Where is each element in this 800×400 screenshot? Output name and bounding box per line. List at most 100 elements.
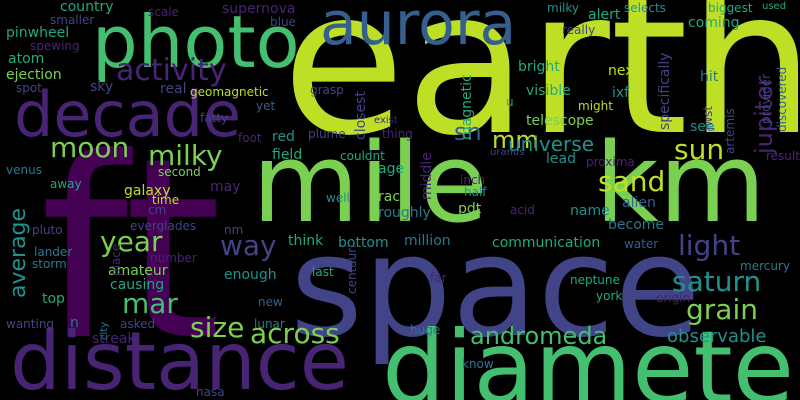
word-way: way (220, 229, 277, 262)
word-causing: causing (110, 277, 165, 293)
word-milky: milky (148, 139, 223, 172)
word-coming: coming (688, 15, 740, 31)
word-sun: sun (674, 133, 725, 166)
word-moon: moon (50, 131, 130, 164)
word-year: year (100, 225, 163, 258)
word-aurora: aurora (320, 0, 517, 59)
word-jwst: jwst (701, 105, 715, 130)
word-specifically: specifically (657, 52, 673, 130)
word-supernova: supernova (222, 1, 296, 17)
word-telescope: telescope (526, 113, 594, 129)
word-average: average (6, 207, 31, 298)
word-ft: ft (40, 104, 222, 395)
word-biggest: biggest (708, 1, 753, 15)
word-grasp: grasp (310, 83, 344, 97)
word-huge: huge (410, 323, 441, 337)
word-decade: decade (14, 78, 242, 151)
word-hit: hit (700, 69, 719, 85)
word-field: field (272, 147, 303, 163)
word-water: water (624, 237, 659, 251)
word-magnetic: magnetic (459, 74, 475, 140)
word-everglades: everglades (130, 219, 197, 233)
word-milky: milky (547, 1, 579, 15)
word-amateur: amateur (108, 263, 168, 279)
word-u: u (506, 95, 514, 109)
word-selects: selects (624, 1, 666, 15)
word-mm: mm (492, 126, 539, 154)
word-sand: sand (598, 165, 666, 198)
word-universe: universe (508, 132, 594, 156)
word-place: place (109, 243, 123, 276)
word-wanting: wanting (6, 317, 55, 331)
word-number: number (150, 251, 197, 265)
word-thing: thing (382, 127, 413, 141)
word-see: see (690, 119, 715, 135)
word-alien: alien (622, 195, 656, 211)
word-mile: mile (252, 119, 488, 247)
word-age: age (378, 161, 405, 177)
word-roughly: roughly (378, 205, 431, 221)
word-lander: lander (34, 245, 73, 259)
word-uranus: uranus (490, 147, 525, 158)
word-new: new (258, 295, 283, 309)
word-asked: asked (120, 317, 156, 331)
word-lunar: lunar (254, 317, 285, 331)
word-enough: enough (224, 267, 277, 283)
word-race: race (378, 189, 409, 205)
word-acid: acid (510, 203, 535, 217)
word-atom: atom (8, 51, 45, 67)
word-next: next (608, 63, 640, 79)
word-grain: grain (686, 293, 758, 326)
word-spewing: spewing (30, 39, 80, 53)
word-might: might (578, 99, 613, 113)
word-ixf: ixf (612, 85, 630, 101)
word-size: size (190, 311, 245, 344)
word-last: last (312, 265, 334, 279)
word-artemis: artemis (723, 108, 737, 154)
word-plume: plume (308, 127, 346, 141)
word-discovered: discovered (775, 66, 789, 132)
word-cm: cm (148, 203, 167, 217)
word-scale: scale (148, 5, 179, 19)
word-proxima: proxima (586, 155, 635, 169)
word-half: half (464, 185, 487, 199)
word-venus: venus (6, 163, 42, 177)
word-million: million (404, 233, 451, 249)
word-blue: blue (270, 15, 296, 29)
word-bottom: bottom (338, 235, 389, 251)
word-centauri: centauri (345, 244, 359, 294)
word-fatty: fatty (200, 111, 229, 125)
word-yet: yet (256, 99, 276, 113)
word-saturn: saturn (672, 265, 762, 298)
word-red: red (272, 129, 295, 145)
word-may: may (210, 179, 241, 195)
word-result: result (766, 149, 800, 163)
word-really: really (562, 23, 596, 37)
word-exist: exist (374, 115, 398, 126)
word-neptune: neptune (570, 273, 620, 287)
word-york: york (596, 289, 623, 303)
word-name: name (570, 203, 610, 219)
word-bright: bright (518, 59, 560, 75)
word-think: think (288, 233, 324, 249)
word-become: become (608, 217, 665, 233)
word-storm: storm (32, 257, 67, 271)
word-mar: mar (122, 287, 178, 320)
word-distance: distance (10, 315, 349, 400)
word-far: far (430, 271, 447, 285)
word-andromeda: andromeda (470, 322, 608, 350)
word-well: well (326, 191, 350, 205)
word-lead: lead (546, 151, 576, 167)
word-observable: observable (667, 326, 767, 347)
word-mercury: mercury (740, 259, 790, 273)
word-smaller: smaller (50, 13, 95, 27)
word-origin: origin (656, 291, 691, 305)
word-visible: visible (526, 83, 571, 99)
word-nasa: nasa (196, 385, 225, 399)
word-light: light (678, 229, 741, 262)
word-activity: activity (116, 53, 227, 88)
word-away: away (50, 177, 82, 191)
word-provider: provider (759, 74, 773, 124)
word-across: across (250, 317, 340, 350)
word-middle: middle (419, 152, 435, 200)
